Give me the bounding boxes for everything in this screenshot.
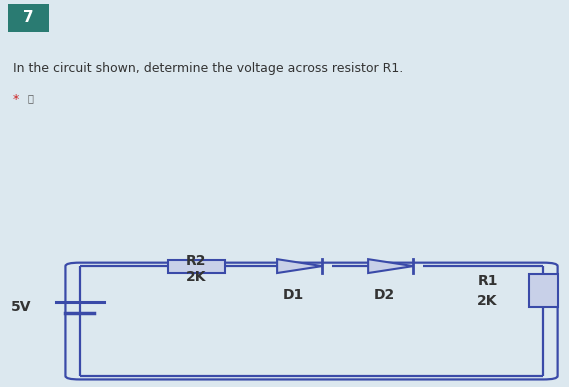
Polygon shape	[277, 259, 322, 273]
Text: In the circuit shown, determine the voltage across resistor R1.: In the circuit shown, determine the volt…	[13, 62, 403, 75]
Polygon shape	[368, 259, 413, 273]
Text: R1: R1	[477, 274, 498, 288]
Text: R2: R2	[186, 254, 207, 268]
Text: 5V: 5V	[11, 300, 31, 314]
Text: 🔊: 🔊	[27, 93, 33, 103]
Text: D2: D2	[373, 288, 395, 302]
Text: 2K: 2K	[186, 270, 207, 284]
Bar	[529, 274, 558, 307]
Bar	[168, 260, 225, 272]
Text: 7: 7	[23, 10, 34, 25]
Text: *: *	[13, 93, 19, 106]
Text: D1: D1	[282, 288, 304, 302]
Text: 2K: 2K	[477, 294, 498, 308]
